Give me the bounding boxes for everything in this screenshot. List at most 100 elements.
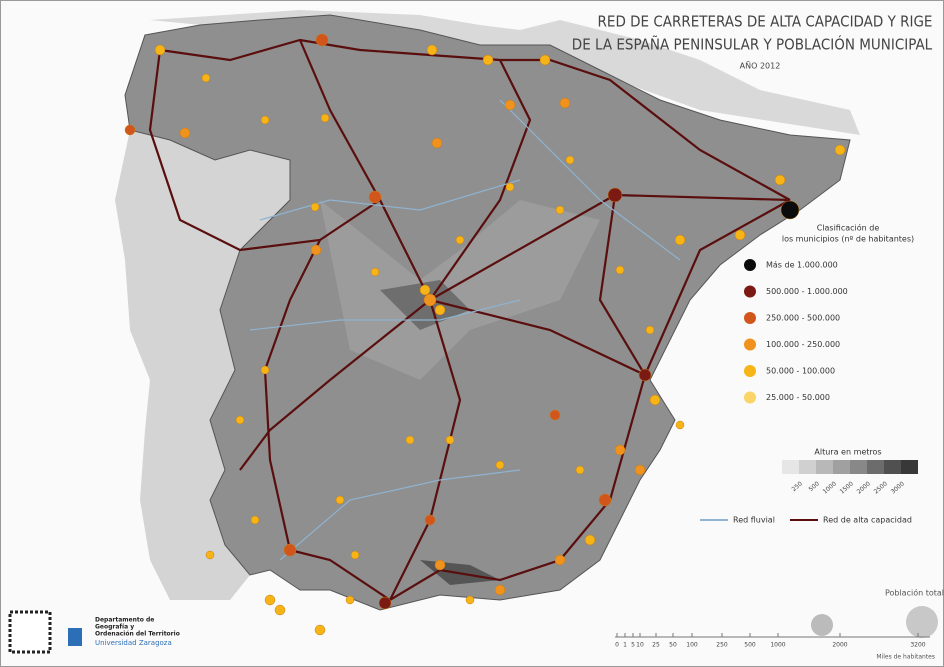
- city: [550, 410, 560, 420]
- scale-label: 500: [744, 642, 756, 649]
- city: [424, 294, 436, 306]
- city: [835, 145, 845, 155]
- scale-label: 50: [669, 642, 677, 649]
- legend-symbol: [744, 312, 756, 324]
- city: [336, 496, 344, 504]
- title-line: DE LA ESPAÑA PENINSULAR Y POBLACIÓN MUNI…: [572, 35, 933, 54]
- city: [735, 230, 745, 240]
- legend-symbol: [744, 286, 756, 298]
- altitude-swatch: [901, 460, 918, 474]
- city: [555, 555, 565, 565]
- city: [180, 128, 190, 138]
- legend-label: Más de 1.000.000: [766, 261, 838, 270]
- title-line: RED DE CARRETERAS DE ALTA CAPACIDAD Y RI…: [598, 13, 933, 31]
- city: [483, 55, 493, 65]
- city: [495, 585, 505, 595]
- scale-label: 3200: [910, 642, 925, 649]
- city: [775, 175, 785, 185]
- legend-label: 100.000 - 250.000: [766, 340, 840, 349]
- city: [615, 445, 625, 455]
- city: [371, 268, 379, 276]
- city: [506, 183, 514, 191]
- city: [321, 114, 329, 122]
- city: [676, 421, 684, 429]
- city: [427, 45, 437, 55]
- city: [599, 494, 611, 506]
- year: AÑO 2012: [740, 61, 781, 71]
- city: [781, 201, 799, 219]
- altitude-swatch: [850, 460, 867, 474]
- legend-label: 500.000 - 1.000.000: [766, 287, 848, 296]
- city: [379, 597, 391, 609]
- city: [435, 305, 445, 315]
- size-symbol: [906, 606, 938, 638]
- city: [646, 326, 654, 334]
- city: [616, 266, 624, 274]
- scale-label: 10: [636, 642, 644, 649]
- city: [311, 203, 319, 211]
- city: [639, 369, 651, 381]
- city: [406, 436, 414, 444]
- logo: [68, 628, 82, 646]
- city: [125, 125, 135, 135]
- city: [456, 236, 464, 244]
- city: [446, 436, 454, 444]
- city: [202, 74, 210, 82]
- line-label: Red de alta capacidad: [823, 516, 912, 525]
- city: [315, 625, 325, 635]
- altitude-swatch: [799, 460, 816, 474]
- city: [284, 544, 296, 556]
- city: [576, 466, 584, 474]
- legend-title: Clasificación de: [817, 223, 880, 233]
- city: [155, 45, 165, 55]
- scale-label: 250: [716, 642, 728, 649]
- population-title: Población total: [885, 588, 944, 598]
- city: [635, 465, 645, 475]
- city: [261, 116, 269, 124]
- line-label: Red fluvial: [733, 516, 775, 525]
- city: [466, 596, 474, 604]
- city: [346, 596, 354, 604]
- legend-label: 25.000 - 50.000: [766, 393, 830, 402]
- city: [650, 395, 660, 405]
- institution-line: Geografía y: [95, 624, 134, 631]
- scale-label: 2000: [832, 642, 847, 649]
- scale-label: 100: [686, 642, 698, 649]
- city: [236, 416, 244, 424]
- population-unit: Miles de habitantes: [876, 654, 935, 661]
- city: [425, 515, 435, 525]
- legend-title: los municipios (nº de habitantes): [782, 235, 914, 244]
- city: [311, 245, 321, 255]
- scale-label: 1: [623, 642, 627, 649]
- altitude-swatch: [782, 460, 799, 474]
- altitude-swatch: [833, 460, 850, 474]
- institution-line: Ordenación del Territorio: [95, 631, 180, 638]
- qr-code: [10, 612, 50, 652]
- altitude-swatch: [867, 460, 884, 474]
- scale-label: 0: [615, 642, 619, 649]
- size-symbol: [811, 614, 833, 636]
- city: [496, 461, 504, 469]
- city: [432, 138, 442, 148]
- city: [608, 188, 622, 202]
- legend-symbol: [744, 365, 756, 377]
- university: Universidad Zaragoza: [95, 639, 172, 647]
- city: [505, 100, 515, 110]
- legend-label: 50.000 - 100.000: [766, 367, 835, 376]
- map: RED DE CARRETERAS DE ALTA CAPACIDAD Y RI…: [0, 0, 944, 667]
- city: [251, 516, 259, 524]
- legend-symbol: [744, 259, 756, 271]
- city: [560, 98, 570, 108]
- institution-line: Departamento de: [95, 617, 154, 624]
- city: [351, 551, 359, 559]
- city: [275, 605, 285, 615]
- scale-label: 5: [631, 642, 635, 649]
- city: [556, 206, 564, 214]
- city: [435, 560, 445, 570]
- city: [369, 191, 381, 203]
- scale-label: 1000: [770, 642, 785, 649]
- altitude-swatch: [816, 460, 833, 474]
- altitude-title: Altura en metros: [814, 448, 881, 457]
- legend-label: 250.000 - 500.000: [766, 314, 840, 323]
- city: [420, 285, 430, 295]
